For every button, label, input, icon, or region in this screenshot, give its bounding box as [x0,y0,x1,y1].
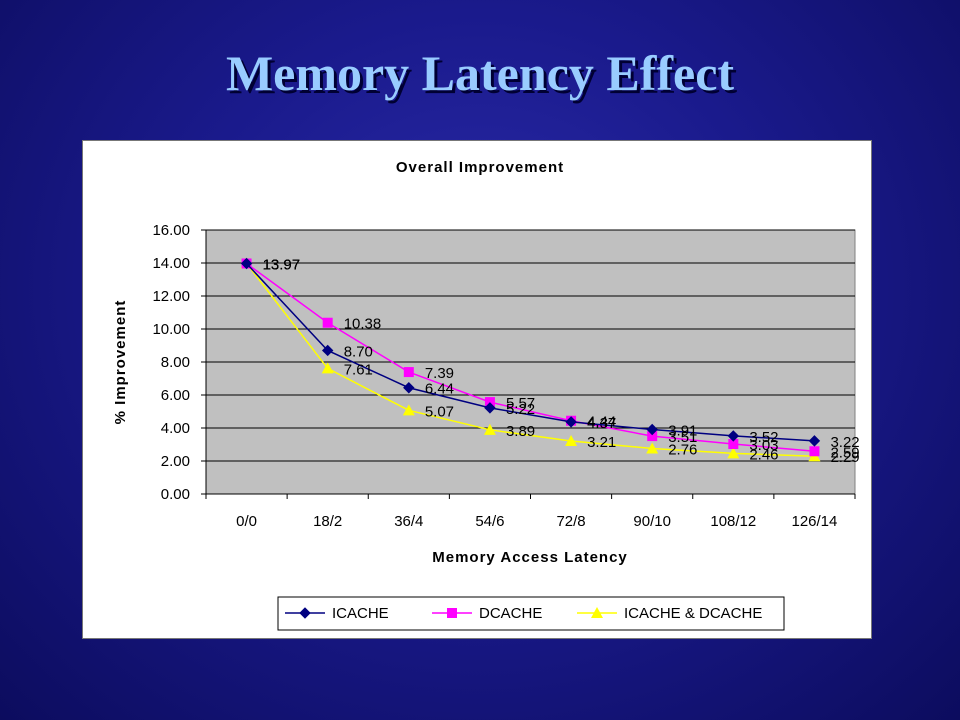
series-layer [240,257,821,462]
data-label: 3.89 [506,423,535,440]
line-chart: Overall Improvement 0.00 2.00 4.00 6.00 8.00… [112,159,860,631]
data-label: 3.21 [587,434,616,451]
legend: ICACHE DCACHE ICACHE & DCACHE [277,596,785,631]
x-tick-label: 126/14 [791,513,837,530]
square-icon [809,446,820,457]
data-label: 7.61 [344,361,373,378]
square-icon [647,431,658,442]
data-label: 10.38 [344,316,382,333]
diamond-icon [484,402,496,414]
y-tick-label: 4.00 [161,420,190,437]
x-tick-label: 90/10 [633,513,671,530]
diamond-icon [403,382,415,394]
data-labels: 13.978.706.445.224.37 3.91 3.52 3.2213.9710… [263,256,860,466]
data-label: 8.70 [344,343,373,360]
diamond-icon [727,430,740,442]
data-label: 2.76 [668,441,697,458]
data-label: 5.07 [425,403,454,420]
y-tick-label: 10.00 [152,321,190,338]
x-axis-label: Memory Access Latency [432,549,628,566]
chart-frame: Overall Improvement 0.00 2.00 4.00 6.00 8.00… [82,140,872,639]
triangle-icon [727,447,740,459]
legend-entry: ICACHE & DCACHE [577,605,762,622]
y-axis-label: % Improvement [112,300,129,425]
square-icon [322,317,333,328]
data-label: 2.59 [830,444,859,461]
y-tick-label: 2.00 [161,453,190,470]
square-icon [728,439,739,450]
legend-label: DCACHE [479,605,542,622]
x-tick-label: 0/0 [236,513,257,530]
data-label: 4.37 [587,415,616,432]
series-0 [240,257,821,447]
axes: 0.00 2.00 4.00 6.00 8.00 10.00 12.00 14.00 16.00… [152,222,856,530]
x-tick-label: 72/8 [556,513,585,530]
legend-entry: ICACHE [285,605,389,622]
data-label: 3.51 [668,429,697,446]
data-label: 13.97 [263,256,301,273]
data-label: 6.44 [425,381,454,398]
data-label: 3.03 [749,437,778,454]
legend-box [277,596,785,631]
x-tick-label: 36/4 [394,513,423,530]
legend-entry: DCACHE [432,605,542,622]
data-label: 5.22 [506,401,535,418]
triangle-icon [646,442,659,454]
triangle-icon [591,607,603,618]
triangle-icon [565,435,578,447]
y-tick-label: 8.00 [161,354,190,371]
x-tick-label: 18/2 [313,513,342,530]
data-label: 13.97 [263,256,301,273]
diamond-icon [240,257,253,270]
data-label: 2.29 [830,449,859,466]
data-label: 13.97 [263,256,301,273]
data-label: 4.44 [587,414,616,431]
legend-label: ICACHE [332,605,389,622]
square-icon [403,367,414,378]
data-label: 3.22 [830,434,859,451]
y-tick-label: 16.00 [152,222,190,239]
triangle-icon [321,362,334,374]
y-tick-label: 0.00 [161,486,190,503]
triangle-icon [483,423,496,435]
triangle-icon [402,404,415,416]
slide-title: Memory Latency Effect [225,45,735,101]
y-tick-label: 6.00 [161,387,190,404]
y-tick-label: 14.00 [152,255,190,272]
diamond-icon [321,344,334,357]
data-label: 5.57 [506,395,535,412]
y-tick-label: 12.00 [152,288,190,305]
data-label: 3.52 [749,429,778,446]
series-line [246,262,815,453]
square-icon [447,608,457,618]
chart-title: Overall Improvement [396,159,564,176]
diamond-icon [646,423,658,436]
square-icon [484,397,495,408]
data-label: 7.39 [425,365,454,382]
data-label: 2.46 [749,446,778,463]
diamond-icon [808,435,821,447]
diamond-icon [565,416,577,428]
series-line [245,263,815,457]
legend-label: ICACHE & DCACHE [624,605,762,622]
diamond-icon [299,607,311,619]
x-tick-label: 54/6 [475,513,504,530]
series-line [246,262,815,442]
data-label: 3.91 [668,422,697,439]
x-tick-label: 108/12 [710,513,756,530]
